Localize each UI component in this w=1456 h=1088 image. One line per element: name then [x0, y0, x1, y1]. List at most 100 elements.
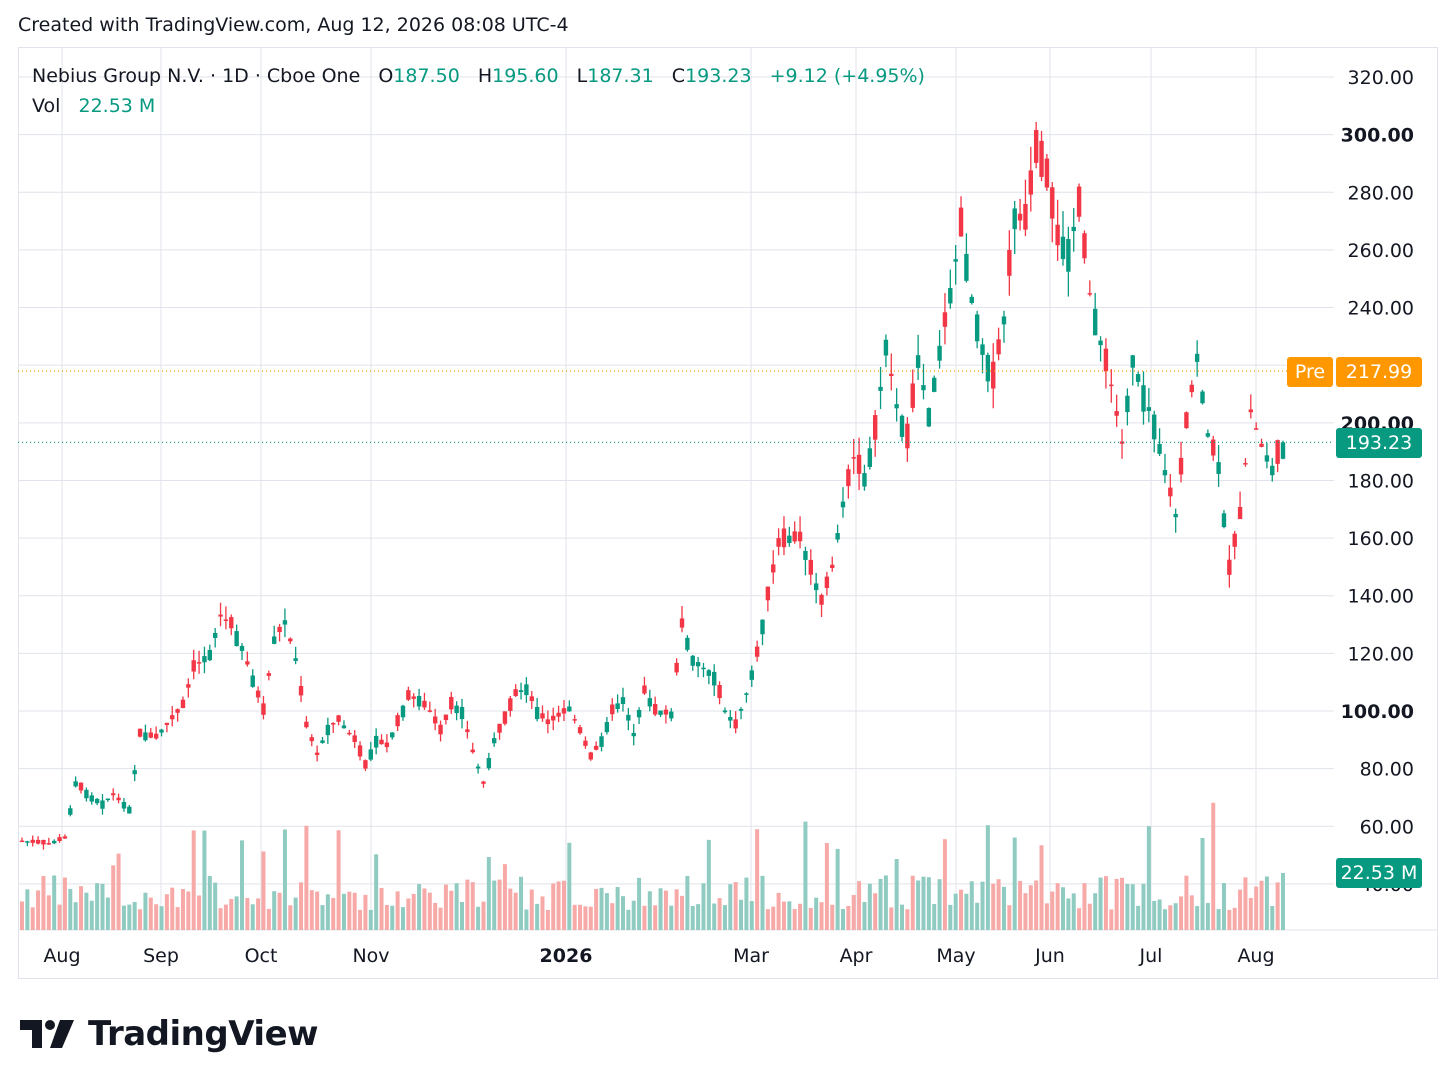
candle-body — [674, 662, 679, 673]
volume-bar — [942, 839, 947, 930]
candle-body — [373, 735, 379, 748]
candle-body — [856, 454, 862, 474]
volume-bar — [921, 876, 926, 930]
candle-body — [298, 685, 304, 696]
volume-bar — [68, 888, 73, 930]
candle-body — [255, 690, 261, 698]
volume-bar — [95, 883, 100, 930]
candle-body — [905, 423, 910, 449]
volume-bar — [830, 904, 835, 930]
volume-bar — [749, 901, 754, 930]
candle-body — [1114, 411, 1119, 416]
open-value: 187.50 — [393, 65, 460, 87]
candle-body — [1178, 457, 1184, 475]
chart-frame[interactable] — [18, 47, 1438, 979]
candle-body — [309, 737, 314, 742]
candle-body — [722, 710, 728, 713]
candle-body — [395, 715, 400, 727]
candle-body — [438, 724, 443, 735]
volume-bar — [642, 905, 647, 930]
volume-bar — [293, 897, 298, 930]
volume-bar — [84, 892, 89, 930]
volume-bar — [685, 875, 690, 930]
candle-body — [1071, 226, 1076, 232]
candle-body — [153, 733, 159, 739]
volume-bar — [760, 875, 765, 930]
candle-body — [787, 535, 792, 543]
x-tick-label: Mar — [733, 945, 769, 967]
volume-bar — [1077, 908, 1082, 930]
candle-body — [347, 732, 352, 735]
volume-bar — [223, 904, 228, 930]
volume-bar — [985, 825, 990, 930]
volume-bar — [932, 904, 937, 930]
volume-bar — [347, 891, 352, 930]
candle-body — [1082, 233, 1087, 259]
volume-bar — [996, 879, 1001, 930]
volume-bar — [1152, 900, 1157, 930]
candle-body — [803, 550, 808, 560]
candle-body — [1050, 187, 1055, 219]
x-tick-label: Apr — [840, 945, 873, 967]
volume-bar — [969, 881, 974, 930]
volume-bar — [497, 879, 502, 930]
candle-body — [942, 312, 948, 327]
candle-body — [1033, 129, 1039, 163]
volume-bar — [620, 896, 625, 930]
candle-body — [51, 840, 57, 844]
candle-body — [1221, 513, 1227, 528]
volume-bar — [1232, 907, 1237, 930]
volume-bar — [1130, 884, 1135, 930]
volume-bar — [819, 902, 824, 930]
candle-body — [1007, 250, 1012, 276]
candle-body — [84, 789, 89, 799]
volume-bar — [1120, 877, 1125, 930]
candle-body — [738, 708, 744, 711]
volume-bar — [578, 904, 583, 930]
candle-body — [164, 722, 170, 725]
volume-bar — [1179, 896, 1184, 930]
candle-body — [1253, 428, 1259, 430]
candle-body — [1087, 293, 1093, 295]
tradingview-logo[interactable]: TradingView — [20, 1014, 319, 1054]
volume-bar — [776, 892, 781, 930]
volume-bar — [959, 889, 964, 930]
candle-body — [572, 719, 577, 721]
candle-body — [41, 839, 46, 845]
volume-bar — [975, 902, 980, 930]
volume-bar — [138, 909, 143, 930]
candle-body — [1039, 140, 1044, 177]
x-axis: Aug Sep Oct Nov 2026 Mar Apr May Jun Jul Aug — [43, 945, 1274, 967]
candle-body — [432, 716, 438, 724]
candle-body — [481, 781, 486, 784]
candle-body — [1141, 385, 1146, 412]
candle-body — [1168, 487, 1173, 497]
volume-bar — [79, 886, 84, 930]
candle-body — [250, 675, 255, 687]
candle-body — [1280, 442, 1286, 459]
volume-bar — [320, 905, 325, 930]
volume-bar — [1195, 906, 1200, 930]
last-volume-label: 22.53 M — [1336, 858, 1422, 888]
volume-bar — [867, 883, 872, 930]
candle-body — [202, 656, 207, 663]
volume-bar — [465, 879, 470, 930]
candle-body — [239, 645, 245, 651]
volume-bar — [331, 897, 336, 930]
candle-body — [331, 722, 336, 725]
candle-body — [341, 725, 347, 729]
volume-bar — [690, 905, 695, 930]
candle-body — [288, 638, 293, 642]
volume-bar — [1044, 903, 1049, 930]
volume-bar — [1259, 880, 1264, 930]
candle-body — [948, 287, 953, 304]
candle-body — [754, 646, 760, 657]
volume-bar — [52, 875, 57, 930]
volume-bar — [379, 887, 384, 930]
volume-bar — [803, 821, 808, 930]
candle-body — [894, 404, 899, 409]
volume-bar — [277, 892, 282, 930]
y-tick-label: 180.00 — [1348, 470, 1414, 492]
volume-bar — [159, 906, 164, 930]
